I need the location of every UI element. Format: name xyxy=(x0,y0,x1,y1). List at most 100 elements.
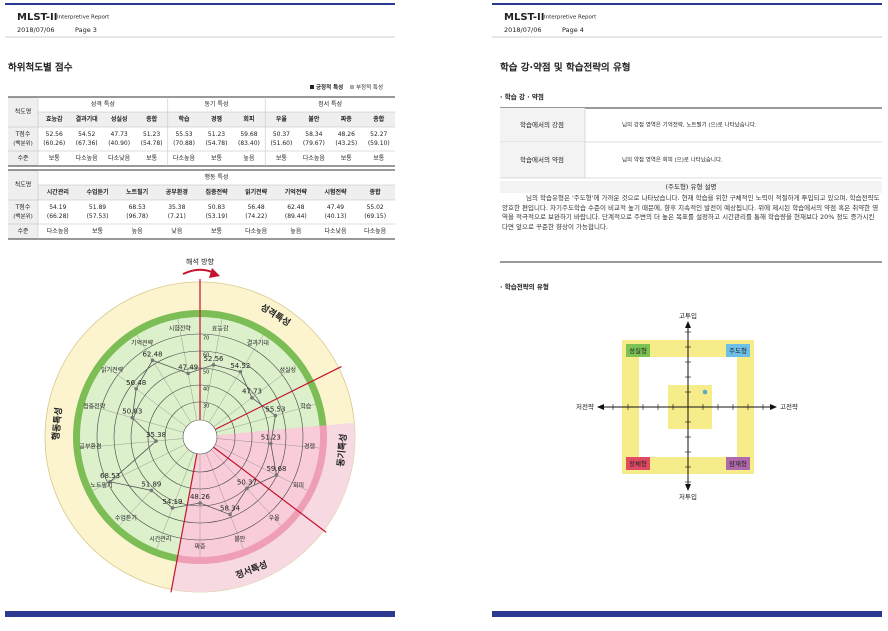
scale-name: 경쟁 xyxy=(211,115,223,123)
profile-point xyxy=(198,501,202,505)
scale-name: 수업듣기 xyxy=(86,188,108,196)
axis-line xyxy=(80,436,201,449)
direction-label: 해석 방향 xyxy=(186,257,215,266)
percentile: (60.26) xyxy=(43,140,65,147)
legend-swatch xyxy=(350,85,354,89)
percentile: (67.36) xyxy=(76,140,98,147)
profile-point xyxy=(108,479,112,484)
quadrant-label: 정체형 xyxy=(629,459,647,468)
axis-label: 기억전략 xyxy=(131,339,154,347)
table-header-bg xyxy=(8,112,395,127)
arrowhead xyxy=(770,404,777,410)
quadrant-label: 잠재형 xyxy=(729,459,747,468)
row-header: 척도명 xyxy=(15,108,32,116)
brand-subtitle: Interpretive Report xyxy=(57,15,110,21)
level: 보통 xyxy=(146,155,158,162)
axis-label: 경쟁 xyxy=(304,443,315,451)
scale-name: 불안 xyxy=(308,115,320,123)
table-header-bg xyxy=(8,185,395,200)
profile-point xyxy=(170,506,175,510)
t-score: 52.56 xyxy=(46,131,63,138)
t-score: 62.48 xyxy=(287,204,304,211)
scale-name: 시험전략 xyxy=(324,188,347,196)
value-label: 51.23 xyxy=(261,434,281,442)
axis-label: 시간관리 xyxy=(149,535,171,543)
negative-wedge xyxy=(200,437,316,510)
footer-bar xyxy=(5,611,395,617)
row-header: 척도명 xyxy=(15,181,32,189)
profile-point xyxy=(238,370,243,374)
t-score: 50.37 xyxy=(273,131,290,138)
row-header: T점수 xyxy=(15,204,31,211)
value-label: 62.48 xyxy=(142,350,162,358)
row-label: 학습에서의 약점 xyxy=(520,155,564,164)
percentile: (79.67) xyxy=(303,140,325,147)
value-label: 54.52 xyxy=(230,362,250,370)
profile-point xyxy=(268,441,273,446)
scale-name: 기억전략 xyxy=(285,188,308,196)
profile-point xyxy=(273,413,278,418)
r-tick-label: 60 xyxy=(203,353,209,359)
level: 다소높음 xyxy=(364,227,387,235)
percentile: (69.15) xyxy=(364,213,386,220)
percentile: (43.25) xyxy=(335,140,357,147)
profile-point xyxy=(134,386,138,391)
value-label: 56.48 xyxy=(126,379,146,387)
axis-label: 효능감 xyxy=(212,325,229,332)
r-tick-label: 50 xyxy=(203,370,209,376)
value-label: 47.49 xyxy=(178,363,198,371)
scale-name: 회피 xyxy=(243,115,254,123)
percentile: (51.60) xyxy=(270,140,292,147)
percentile: (54.78) xyxy=(206,140,228,147)
quadrant-badge xyxy=(726,457,750,470)
axis-label: 불안 xyxy=(234,535,246,543)
type-header-bg xyxy=(500,181,882,193)
quadrant-label: 주도형 xyxy=(729,347,747,355)
row-text: 님의 강점 영역은 기억전략, 노트필기 (으)로 나타났습니다. xyxy=(622,121,757,129)
level: 높음 xyxy=(290,228,302,235)
scale-name: 공부환경 xyxy=(166,188,188,196)
date: 2018/07/06 xyxy=(17,26,54,34)
level: 다소높음 xyxy=(245,227,268,235)
table-rowhead-bg xyxy=(8,97,38,166)
quadrant-badge xyxy=(726,344,750,357)
axis-label: 집중전략 xyxy=(83,402,106,410)
profile-point xyxy=(154,439,158,443)
row-header: T점수 xyxy=(15,131,31,138)
axis-label: 노트필기 xyxy=(90,482,112,490)
t-score: 58.34 xyxy=(305,131,322,138)
quadrant-label: 성실형 xyxy=(629,346,647,355)
t-score: 56.48 xyxy=(248,204,265,211)
table-rowhead-bg xyxy=(8,170,38,239)
quadrant-badge xyxy=(626,344,650,357)
level: 높음 xyxy=(132,228,144,235)
axis-label: 학습 xyxy=(300,402,312,410)
row-text: 님의 약점 영역은 회피 (으)로 나타났습니다. xyxy=(622,156,723,164)
percentile: (70.88) xyxy=(173,140,195,147)
r-tick-label: 30 xyxy=(203,404,209,410)
center-hole xyxy=(182,419,218,455)
scale-name: 효능감 xyxy=(46,115,63,123)
axis-label: 회피 xyxy=(293,482,304,490)
axis-label: 시험전략 xyxy=(169,324,192,332)
percentile: (40.13) xyxy=(325,213,347,220)
t-score: 51.23 xyxy=(143,131,160,138)
row-header: (백분위) xyxy=(13,212,32,220)
t-score: 47.73 xyxy=(111,131,128,138)
profile-point xyxy=(245,486,249,491)
profile-point xyxy=(274,473,279,477)
level: 다소높음 xyxy=(303,154,326,162)
arrowhead xyxy=(685,321,691,328)
level: 다소높음 xyxy=(47,227,70,235)
axis-line xyxy=(177,319,201,438)
value-label: 50.37 xyxy=(237,478,257,486)
level: 보통 xyxy=(276,155,288,162)
legend-negative: 부정적 특성 xyxy=(356,83,383,91)
axis-label: 읽기전략 xyxy=(101,366,124,374)
group-header: 정서 특성 xyxy=(318,100,342,108)
quadrant-badge xyxy=(626,457,650,470)
t-score: 54.19 xyxy=(49,204,66,211)
level: 다소낮음 xyxy=(108,154,131,162)
t-score: 55.02 xyxy=(367,204,384,211)
t-score: 55.53 xyxy=(175,131,192,138)
